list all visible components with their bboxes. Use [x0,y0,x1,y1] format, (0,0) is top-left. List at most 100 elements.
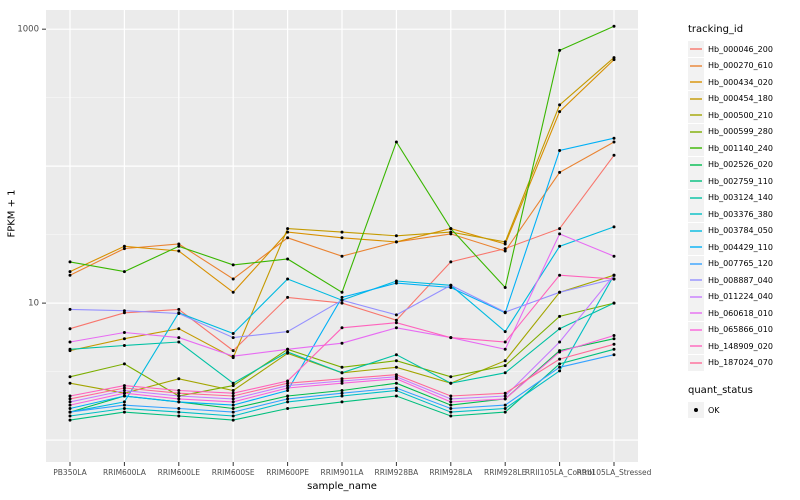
legend-item-label: Hb_003124_140 [708,193,773,203]
data-point [449,400,453,404]
data-point [612,24,616,28]
legend-item: Hb_000270_610 [688,57,798,75]
data-point [394,377,398,381]
data-point [122,311,126,315]
data-point [449,227,453,231]
data-point [286,347,290,351]
data-point [449,381,453,385]
legend-key-line [688,57,704,74]
data-point [231,391,235,395]
data-point [231,381,235,385]
legend-item-label: Hb_060618_010 [708,308,773,318]
legend-item: Hb_000500_210 [688,107,798,124]
data-point [558,350,562,354]
data-point [68,307,72,311]
data-point [68,403,72,407]
data-point [231,389,235,392]
data-point [177,307,181,311]
data-point [503,247,507,251]
data-point [286,277,290,281]
data-point [503,407,507,410]
data-point [558,340,562,344]
data-point [340,394,344,398]
legend-item: Hb_002759_110 [688,173,798,190]
data-point [177,249,181,253]
data-point [612,342,616,346]
legend-item-label: Hb_000434_020 [708,77,773,87]
data-point [231,407,235,410]
legend-item: Hb_000434_020 [688,74,798,91]
data-point [449,336,453,340]
data-point [68,381,72,385]
data-point [612,254,616,258]
data-point [177,336,181,340]
data-point [449,410,453,414]
data-point [122,407,126,410]
data-point [177,400,181,404]
data-point [340,298,344,302]
legend-item: Hb_004429_110 [688,239,798,256]
data-point [286,400,290,404]
y-axis-title: FPKM + 1 [6,189,18,238]
legend-item-label: Hb_000270_610 [708,61,773,71]
data-point [394,381,398,385]
legend-item-label: Hb_187024_070 [708,358,773,368]
data-point [503,391,507,395]
data-point [177,242,181,246]
legend-item: Hb_003376_380 [688,206,798,223]
data-point [231,400,235,404]
legend-key-line [688,189,704,206]
quant-legend-item: OK [688,402,798,419]
data-point [449,397,453,401]
data-point [503,242,507,246]
data-point [340,341,344,345]
data-point [122,389,126,392]
legend-item-label: Hb_008887_040 [708,275,773,285]
data-point [68,418,72,422]
x-tick-label: RRIM901LA [321,468,365,477]
data-point [394,313,398,317]
legend-item: Hb_003124_140 [688,189,798,207]
data-point [177,397,181,401]
data-point [177,340,181,344]
data-point [394,318,398,322]
data-point [449,283,453,287]
data-point [340,400,344,404]
chart-svg: 10 1000 PB350LA RRIM600LA RRIM600LE RRIM600SE… [17,10,652,477]
data-point [449,375,453,379]
data-point [340,236,344,240]
data-point [394,386,398,390]
legend-key-line [688,107,704,124]
data-point [394,279,398,283]
legend-key-line [688,173,704,190]
data-point [449,230,453,234]
data-point [231,418,235,422]
data-point [612,56,616,60]
data-point [286,397,290,401]
data-point [558,273,562,277]
data-point [558,232,562,236]
legend-item: Hb_060618_010 [688,305,798,322]
legend-item: Hb_008887_040 [688,272,798,289]
data-point [122,309,126,313]
data-point [231,414,235,418]
data-point [558,227,562,231]
data-point [286,386,290,390]
data-point [122,384,126,388]
legend-item-label: Hb_001140_240 [708,143,773,153]
data-point [340,254,344,258]
y-tick-label: 10 [28,299,39,309]
legend-key-line [688,156,704,173]
legend-key-line [688,41,704,58]
legend-key-line [688,338,704,355]
legend-item: Hb_000454_180 [688,90,798,108]
legend-item-label: Hb_000454_180 [708,94,773,104]
data-point [394,240,398,244]
data-point [122,344,126,347]
data-point [558,327,562,331]
data-point [231,397,235,401]
legend-item: Hb_002526_020 [688,156,798,174]
legend-item: Hb_000599_280 [688,123,798,141]
data-point [286,350,290,354]
legend-item-label: Hb_000599_280 [708,127,773,137]
